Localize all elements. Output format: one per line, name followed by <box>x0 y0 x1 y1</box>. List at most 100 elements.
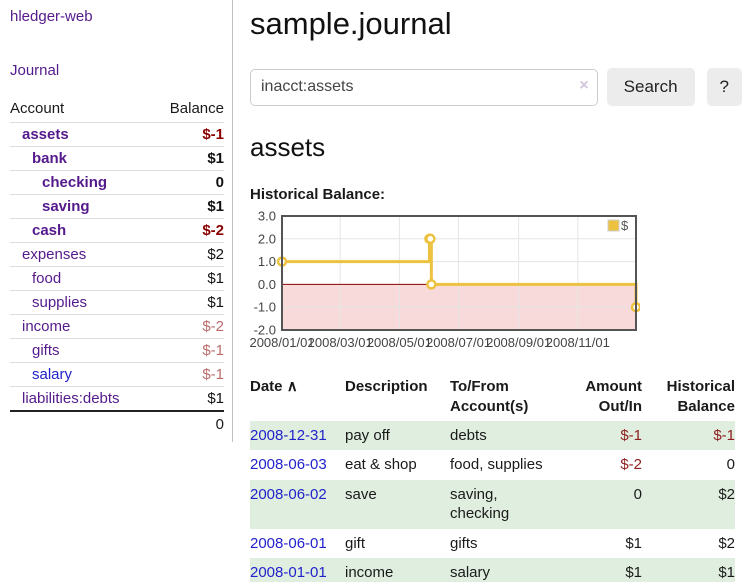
register-table: Date ∧ Description To/From Account(s) Am… <box>250 375 735 582</box>
transaction-accounts: debts <box>450 426 487 444</box>
sort-asc-icon: ∧ <box>286 378 298 395</box>
transaction-date-link[interactable]: 2008-06-03 <box>250 456 327 474</box>
account-link[interactable]: income <box>22 318 71 335</box>
account-balance: $1 <box>153 386 224 411</box>
register-row: 2008-06-01 gift gifts $1 $2 <box>250 529 735 559</box>
chart-legend: $ <box>607 218 629 233</box>
account-row: checking 0 <box>10 170 224 195</box>
search-input[interactable] <box>250 68 598 106</box>
account-link[interactable]: salary <box>32 366 73 383</box>
register-row: 2008-06-03 eat & shop food, supplies $-2 0 <box>250 450 735 480</box>
transaction-date-link[interactable]: 2008-06-01 <box>250 534 327 552</box>
account-balance: $1 <box>153 266 224 291</box>
account-row: cash $-2 <box>10 218 224 243</box>
register-header-balance: Historical Balance <box>666 378 735 415</box>
transaction-amount: $1 <box>625 564 642 582</box>
account-balance: $-1 <box>153 122 224 147</box>
account-link[interactable]: saving <box>42 198 90 215</box>
search-form: × Search ? <box>250 68 742 106</box>
account-balance: $-1 <box>153 362 224 387</box>
sidebar-nav: Journal <box>10 62 224 80</box>
svg-text:0.0: 0.0 <box>258 277 276 292</box>
account-heading: assets <box>250 132 326 162</box>
transaction-description: pay off <box>345 426 390 444</box>
search-input-wrap: × <box>250 68 598 106</box>
transaction-description: income <box>345 564 394 582</box>
account-row: income $-2 <box>10 314 224 339</box>
account-link[interactable]: expenses <box>22 246 87 263</box>
account-row: expenses $2 <box>10 242 224 267</box>
account-row: saving $1 <box>10 194 224 219</box>
clear-search-icon[interactable]: × <box>579 76 589 94</box>
account-link[interactable]: gifts <box>32 342 60 359</box>
account-balance: $-1 <box>153 338 224 363</box>
account-balance: $1 <box>153 194 224 219</box>
search-button[interactable]: Search <box>606 68 695 106</box>
accounts-total-value: 0 <box>153 410 224 437</box>
account-balance: $1 <box>153 290 224 315</box>
account-balance: 0 <box>153 170 224 195</box>
account-balance: $-2 <box>153 218 224 243</box>
account-row: assets $-1 <box>10 122 224 147</box>
account-link[interactable]: checking <box>42 174 108 191</box>
page-title: sample.journal <box>250 6 452 41</box>
transaction-description: save <box>345 485 377 503</box>
svg-text:2008/01/01: 2008/01/01 <box>250 335 315 350</box>
svg-text:1.0: 1.0 <box>258 254 276 269</box>
app-title-link[interactable]: hledger-web <box>10 8 93 25</box>
account-link[interactable]: cash <box>32 222 67 239</box>
transaction-date-link[interactable]: 2008-01-01 <box>250 564 327 582</box>
account-row: salary $-1 <box>10 362 224 387</box>
transaction-accounts: food, supplies <box>450 456 543 474</box>
svg-text:2008/11/01: 2008/11/01 <box>546 335 610 350</box>
accounts-tbody: assets $-1 bank $1 checking 0 saving $1 cash $-2 e… <box>10 122 224 411</box>
spacer-cell <box>10 410 154 437</box>
transaction-amount: 0 <box>633 485 642 503</box>
sidebar: hledger-web Journal Account Balance asse… <box>0 0 233 442</box>
transaction-description: eat & shop <box>345 456 417 474</box>
transaction-accounts: salary <box>450 564 491 582</box>
register-header-description: Description <box>345 378 428 395</box>
transaction-date-link[interactable]: 2008-06-02 <box>250 485 327 503</box>
app-title: hledger-web <box>10 8 224 26</box>
register-tbody: 2008-12-31 pay off debts $-1 $-1 2008-06-03 ea… <box>250 420 735 582</box>
svg-text:2008/09/01: 2008/09/01 <box>486 335 551 350</box>
account-row: liabilities:debts $1 <box>10 386 224 411</box>
svg-text:-1.0: -1.0 <box>254 300 276 315</box>
register-header-row: Date ∧ Description To/From Account(s) Am… <box>250 375 735 421</box>
transaction-balance: $2 <box>718 534 735 552</box>
register-row: 2008-12-31 pay off debts $-1 $-1 <box>250 420 735 451</box>
account-balance: $1 <box>153 146 224 171</box>
svg-text:2008/07/01: 2008/07/01 <box>426 335 491 350</box>
svg-text:3.0: 3.0 <box>258 210 276 224</box>
accounts-header-account: Account <box>10 100 65 117</box>
accounts-total-row: 0 <box>10 410 224 437</box>
register-header-amount: Amount Out/In <box>585 378 642 415</box>
transaction-balance: $-1 <box>713 426 735 444</box>
accounts-table: Account Balance assets $-1 bank $1 checking 0… <box>10 97 224 437</box>
transaction-accounts: saving, checking <box>450 485 510 523</box>
register-header-date[interactable]: Date ∧ <box>250 375 345 421</box>
account-link[interactable]: food <box>32 270 62 287</box>
nav-journal-link[interactable]: Journal <box>10 62 60 79</box>
transaction-amount: $-1 <box>620 426 642 444</box>
transaction-date-link[interactable]: 2008-12-31 <box>250 426 327 444</box>
svg-text:-2.0: -2.0 <box>254 323 276 338</box>
balance-chart: 3.0 2.0 1.0 0.0 -1.0 -2.0 2008/01/01 2008/03/01… <box>249 209 642 354</box>
account-balance: $2 <box>153 242 224 267</box>
account-link[interactable]: supplies <box>32 294 88 311</box>
register-row: 2008-01-01 income salary $1 $1 <box>250 558 735 582</box>
chart-title: Historical Balance: <box>250 186 386 203</box>
account-row: bank $1 <box>10 146 224 171</box>
account-link[interactable]: assets <box>22 126 69 143</box>
account-row: supplies $1 <box>10 290 224 315</box>
transaction-description: gift <box>345 534 366 552</box>
svg-text:2008/03/01: 2008/03/01 <box>308 335 373 350</box>
register-row: 2008-06-02 save saving, checking 0 $2 <box>250 479 735 529</box>
account-link[interactable]: bank <box>32 150 68 167</box>
account-link[interactable]: liabilities:debts <box>22 390 120 407</box>
register-header-accounts: To/From Account(s) <box>450 378 529 415</box>
transaction-amount: $1 <box>625 534 642 552</box>
help-button[interactable]: ? <box>706 68 742 106</box>
